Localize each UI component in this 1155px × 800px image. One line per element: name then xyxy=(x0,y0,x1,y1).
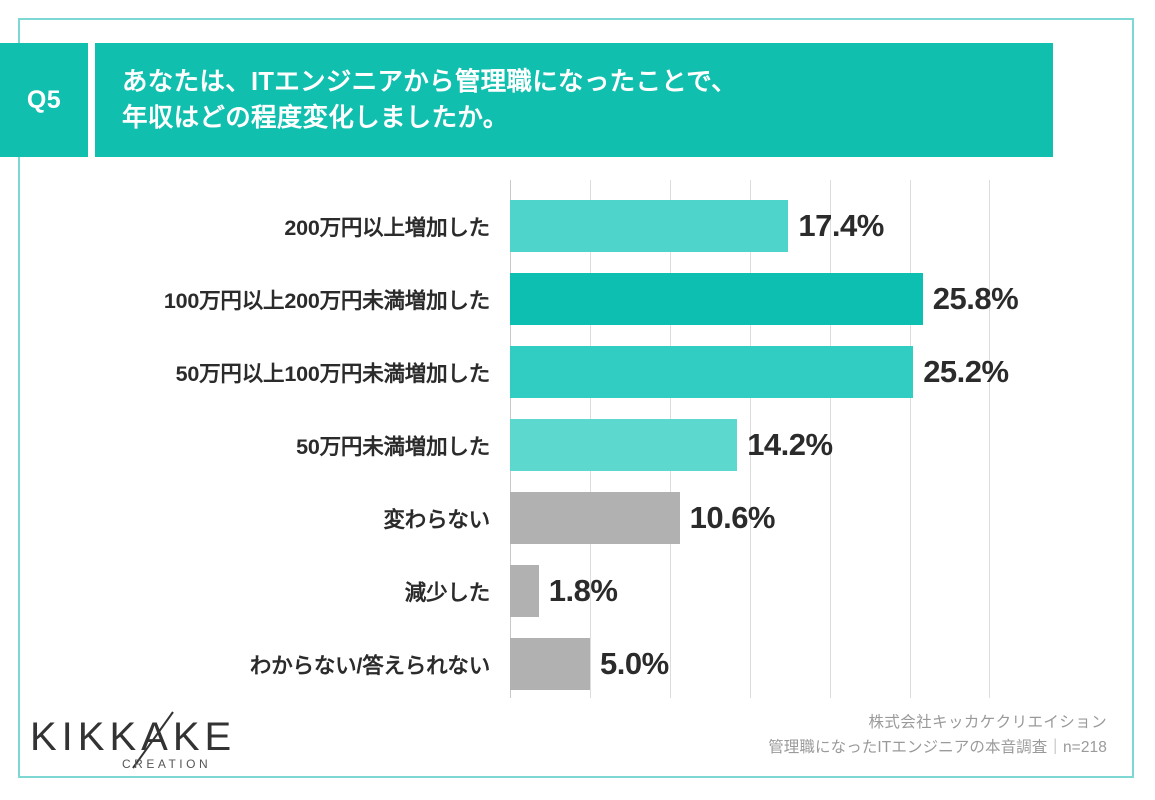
bar-row: 減少した 1.8% xyxy=(0,565,1155,617)
bar xyxy=(510,419,738,471)
category-label: 50万円以上100万円未満増加した xyxy=(175,361,491,386)
value-label: 25.2% xyxy=(923,354,1009,389)
bar xyxy=(510,492,680,544)
source-survey: 管理職になったITエンジニアの本音調査｜n=218 xyxy=(768,739,1107,757)
bar-row: 100万円以上200万円未満増加した 25.8% xyxy=(0,273,1155,325)
gridline xyxy=(910,180,911,698)
question-title-line-2: 年収はどの程度変化しましたか。 xyxy=(122,104,509,132)
bar xyxy=(510,200,789,252)
value-label: 1.8% xyxy=(548,573,618,608)
value-label: 17.4% xyxy=(798,208,884,243)
bar-chart: 200万円以上増加した 17.4% 100万円以上200万円未満増加した 25.8% 5… xyxy=(0,180,1155,710)
logo-mark: KIKKAKE CREATION xyxy=(30,711,236,771)
category-label: 100万円以上200万円未満増加した xyxy=(163,288,490,313)
bar-row: 変わらない 10.6% xyxy=(0,492,1155,544)
bar xyxy=(510,638,590,690)
bar xyxy=(510,346,914,398)
value-label: 14.2% xyxy=(747,427,833,462)
bar-row: 200万円以上増加した 17.4% xyxy=(0,200,1155,252)
gridline xyxy=(750,180,751,698)
source-company: 株式会社キッカケクリエイション xyxy=(868,714,1107,731)
value-label: 10.6% xyxy=(689,500,776,535)
svg-text:KIKKAKE: KIKKAKE xyxy=(30,715,236,759)
value-label: 25.8% xyxy=(932,281,1019,316)
value-label: 5.0% xyxy=(600,646,669,681)
kikkake-logo: KIKKAKE CREATION xyxy=(30,706,260,778)
category-label: 200万円以上増加した xyxy=(284,215,490,240)
gridline xyxy=(830,180,831,698)
gridline xyxy=(989,180,990,698)
bar-row: わからない/答えられない 5.0% xyxy=(0,638,1155,690)
svg-text:CREATION: CREATION xyxy=(122,757,211,771)
question-title-line-1: あなたは、ITエンジニアから管理職になったことで、 xyxy=(122,67,737,96)
category-label: 減少した xyxy=(404,580,490,605)
source-credit: 株式会社キッカケクリエイション 管理職になったITエンジニアの本音調査｜n=21… xyxy=(768,710,1107,760)
question-number-badge: Q5 xyxy=(0,43,88,157)
bar xyxy=(510,273,923,325)
bar xyxy=(510,565,539,617)
category-label: 50万円未満増加した xyxy=(296,434,490,459)
category-label: 変わらない xyxy=(383,507,490,532)
bar-row: 50万円未満増加した 14.2% xyxy=(0,419,1155,471)
bar-row: 50万円以上100万円未満増加した 25.2% xyxy=(0,346,1155,398)
question-number-label: Q5 xyxy=(26,85,62,114)
category-label: わからない/答えられない xyxy=(249,653,490,678)
question-title-bar: あなたは、ITエンジニアから管理職になったことで、 年収はどの程度変化しましたか… xyxy=(95,43,1053,157)
